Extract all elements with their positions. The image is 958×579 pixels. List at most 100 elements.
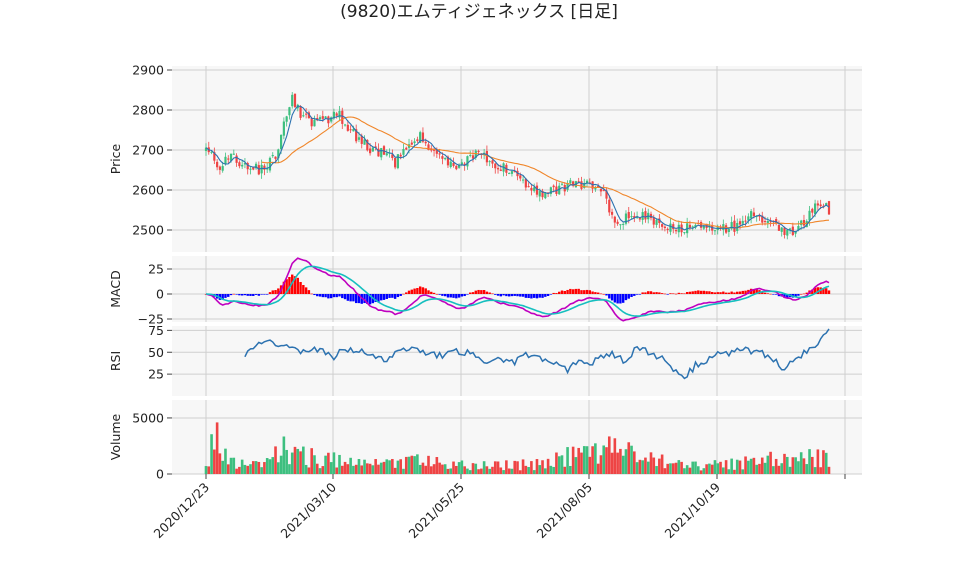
candle-body [788, 228, 792, 230]
candle-body [213, 152, 216, 161]
candle-body [583, 182, 586, 188]
volume-bar [582, 446, 586, 474]
volume-bar [485, 466, 489, 474]
volume-bar [730, 458, 733, 474]
candle-body [499, 169, 502, 171]
macd-hist-bar [685, 291, 689, 294]
candle-body [658, 218, 661, 224]
candle-body [635, 216, 639, 219]
macd-hist-bar [624, 294, 628, 301]
volume-bar [254, 461, 258, 474]
volume-bar [555, 452, 558, 474]
candle-body [455, 165, 458, 170]
candle-body [246, 163, 249, 170]
candle-body [449, 161, 452, 168]
macd-hist-bar [260, 294, 263, 295]
volume-bar [627, 442, 631, 474]
volume-bar [257, 461, 261, 474]
candle-body [488, 161, 491, 163]
x-tick-label: 2021/08/05 [534, 480, 596, 542]
volume-bar [204, 466, 208, 474]
volume-bar [229, 457, 233, 474]
macd-hist-bar [772, 294, 775, 295]
candle-body [243, 163, 247, 165]
volume-bar [243, 464, 247, 474]
macd-hist-bar [527, 294, 530, 299]
candle-body [330, 117, 333, 122]
candle-body [413, 141, 416, 144]
volume-bar [710, 464, 714, 474]
macd-hist-bar [558, 291, 561, 294]
volume-bar [332, 452, 336, 474]
macd-hist-bar [738, 291, 742, 294]
volume-bar [449, 468, 453, 474]
macd-hist-bar [469, 292, 472, 294]
macd-hist-bar [304, 287, 308, 294]
volume-bar [577, 447, 580, 474]
volume-bar [399, 459, 402, 474]
candle-body [608, 199, 611, 213]
macd-hist-bar [733, 292, 736, 294]
x-tick-label: 2020/12/23 [151, 480, 213, 542]
macd-hist-bar [399, 294, 402, 296]
candle-body [427, 144, 430, 150]
macd-hist-bar [583, 290, 586, 294]
macd-hist-bar [577, 288, 580, 294]
candle-body [463, 163, 466, 166]
candle-body [811, 208, 814, 213]
candle-body [419, 132, 422, 143]
candle-body [580, 181, 583, 189]
x-tick-label: 2021/05/25 [406, 480, 468, 542]
volume-bar [607, 436, 611, 474]
macd-hist-bar [608, 294, 611, 299]
macd-hist-bar [663, 293, 667, 295]
volume-bar [752, 457, 756, 474]
candle-body [741, 220, 744, 224]
macd-hist-bar [544, 294, 547, 297]
volume-bar [644, 457, 647, 474]
macd-hist-bar [416, 288, 419, 294]
volume-bar [335, 467, 339, 474]
macd-hist-bar [430, 291, 433, 294]
volume-bar [215, 422, 219, 474]
candle-body [630, 216, 633, 218]
macd-hist-bar [271, 290, 274, 294]
volume-bar [641, 460, 644, 474]
candle-body [210, 151, 213, 153]
volume-bar [441, 464, 444, 474]
macd-hist-bar [407, 290, 411, 294]
macd-hist-bar [658, 292, 661, 294]
volume-bar [393, 467, 397, 474]
volume-bar [724, 460, 728, 474]
volume-bar [249, 464, 252, 474]
macd-ytick-label: −25 [138, 312, 164, 327]
macd-hist-bar [332, 294, 336, 298]
candle-body [377, 148, 380, 157]
macd-hist-bar [499, 294, 503, 297]
macd-hist-bar [227, 294, 230, 297]
volume-bar [802, 458, 806, 474]
volume-bar [699, 470, 703, 474]
candle-body [605, 190, 608, 199]
volume-bar [354, 464, 358, 474]
candle-body [669, 223, 672, 232]
macd-hist-bar [343, 294, 347, 300]
macd-hist-bar [341, 294, 344, 299]
candle-body [744, 220, 747, 222]
macd-hist-bar [254, 294, 258, 295]
candle-body [218, 166, 222, 170]
macd-hist-bar [485, 291, 489, 294]
volume-bar [302, 446, 305, 474]
rsi-ytick-label: 50 [148, 345, 164, 360]
macd-hist-bar [535, 294, 539, 299]
volume-bar [327, 452, 330, 474]
candle-body [360, 135, 363, 144]
macd-hist-bar [235, 294, 238, 295]
macd-hist-bar [549, 294, 553, 295]
volume-ytick-label: 0 [156, 467, 164, 482]
candle-body [249, 168, 252, 170]
candle-body [652, 217, 655, 225]
volume-bar [402, 468, 405, 474]
macd-hist-bar [324, 294, 327, 298]
candle-body [827, 201, 831, 215]
